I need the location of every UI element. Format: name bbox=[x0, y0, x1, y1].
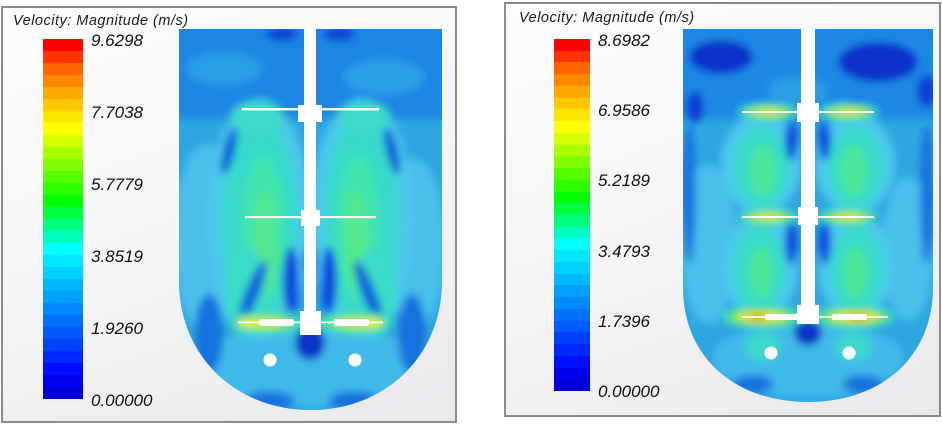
impeller-paddle-left bbox=[765, 314, 800, 320]
colorbar-tick-label: 7.7038 bbox=[91, 103, 143, 122]
tank-contour-plot[interactable] bbox=[179, 29, 442, 415]
colorbar-tick-label: 5.7779 bbox=[91, 175, 143, 194]
agitator-shaft bbox=[801, 29, 815, 309]
impeller-hub-top bbox=[298, 105, 322, 122]
impeller-paddle-right bbox=[832, 314, 867, 320]
impeller-blade-bottom bbox=[238, 321, 383, 324]
colorbar-tick-label: 8.6982 bbox=[598, 31, 650, 50]
plot-title: Velocity: Magnitude (m/s) bbox=[519, 10, 695, 26]
colorbar-tick-label: 5.2189 bbox=[598, 171, 650, 190]
sparger-port-right bbox=[348, 353, 362, 367]
colorbar-legend bbox=[43, 39, 83, 399]
impeller-blade-mid bbox=[742, 216, 874, 218]
colorbar-tick-label: 3.8519 bbox=[91, 247, 143, 266]
impeller-blade-bottom bbox=[742, 316, 888, 318]
colorbar-tick-label: 1.7396 bbox=[598, 312, 650, 331]
tank-contour-svg bbox=[683, 29, 933, 402]
sparger-port-right bbox=[842, 346, 856, 360]
colorbar-legend bbox=[554, 39, 590, 392]
sparger-port-left bbox=[764, 346, 778, 360]
impeller-blade-mid bbox=[245, 216, 376, 219]
viewport-panel-right[interactable]: Velocity: Magnitude (m/s) 8.6982 6.9586 … bbox=[504, 2, 941, 417]
colorbar-tick-label: 9.6298 bbox=[91, 31, 143, 50]
shaft-and-impellers bbox=[742, 29, 888, 360]
colorbar-tick-label: 0.00000 bbox=[91, 391, 153, 410]
agitator-shaft bbox=[304, 29, 316, 319]
impeller-paddle-left bbox=[259, 319, 294, 326]
colorbar-tick-label: 3.4793 bbox=[598, 242, 650, 261]
impeller-blade-top bbox=[742, 111, 874, 113]
tank-contour-svg bbox=[179, 29, 442, 410]
sparger-port-left bbox=[263, 353, 277, 367]
viewport-panel-left[interactable]: Velocity: Magnitude (m/s) 9.6298 7.7038 … bbox=[1, 6, 457, 423]
colorbar-tick-label: 6.9586 bbox=[598, 101, 650, 120]
impeller-hub-bottom bbox=[797, 305, 819, 324]
shaft-and-impellers bbox=[238, 29, 383, 367]
plot-title: Velocity: Magnitude (m/s) bbox=[13, 13, 189, 29]
colorbar-tick-label: 1.9260 bbox=[91, 319, 143, 338]
contour-blobs bbox=[179, 29, 442, 410]
tank-contour-plot[interactable] bbox=[683, 29, 933, 407]
impeller-paddle-right bbox=[334, 319, 369, 326]
colorbar-tick-label: 0.00000 bbox=[598, 382, 660, 401]
impeller-blade-top bbox=[242, 108, 379, 111]
